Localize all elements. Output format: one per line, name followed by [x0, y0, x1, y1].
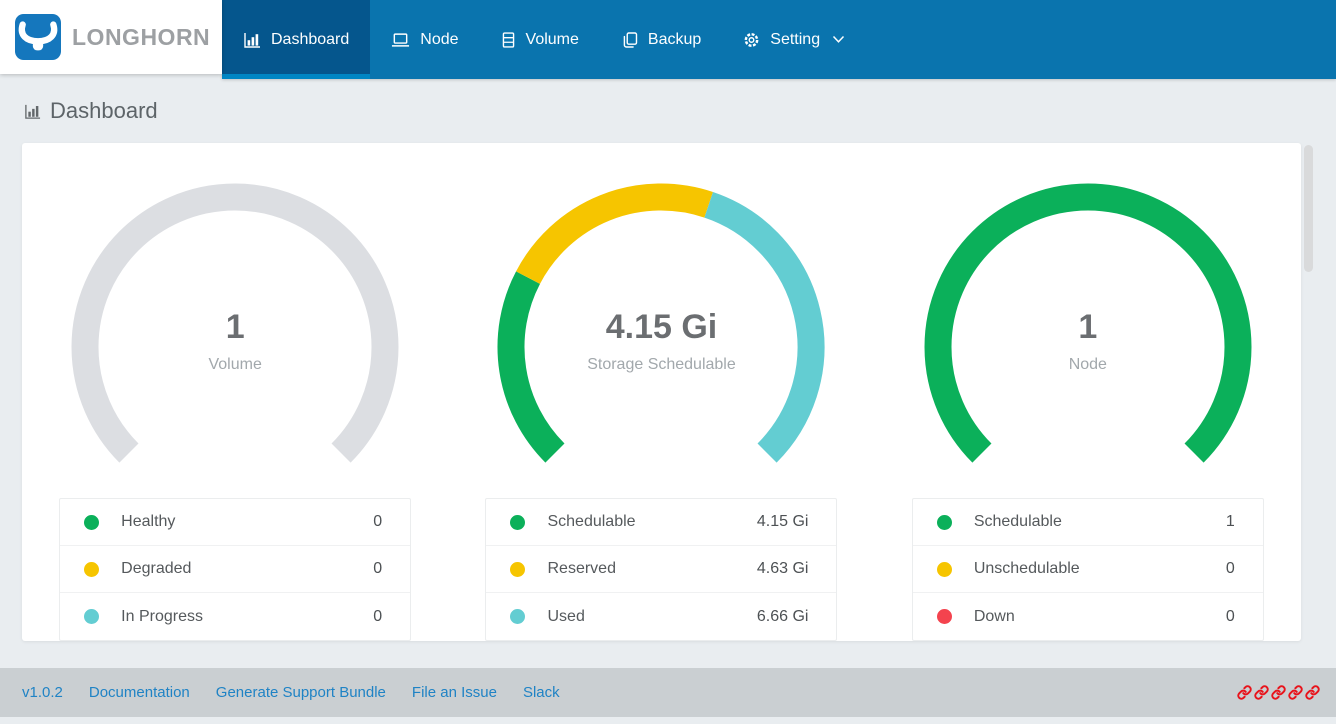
longhorn-logo-icon	[15, 14, 61, 60]
gear-icon	[743, 31, 760, 49]
node-gauge: 1 Node	[923, 182, 1253, 493]
scrollbar-thumb[interactable]	[1304, 145, 1313, 272]
link-icon[interactable]	[1237, 685, 1252, 700]
slack-link[interactable]: Slack	[523, 684, 560, 701]
legend-label: Degraded	[121, 560, 373, 578]
nav-label: Volume	[526, 31, 579, 49]
node-legend: Schedulable1Unschedulable0Down0	[912, 498, 1264, 641]
legend-label: Used	[547, 608, 756, 626]
nav-item-dashboard[interactable]: Dashboard	[222, 0, 370, 79]
chevron-down-icon	[832, 35, 845, 44]
storage-gauge: 4.15 Gi Storage Schedulable	[496, 182, 826, 493]
legend-dot	[510, 515, 525, 530]
legend-row-reserved: Reserved4.63 Gi	[486, 546, 836, 593]
brand-logo[interactable]: LONGHORN	[0, 0, 222, 74]
bar-chart-icon	[243, 31, 261, 49]
nav-label: Dashboard	[271, 31, 349, 49]
laptop-icon	[391, 31, 410, 49]
nav-item-backup[interactable]: Backup	[600, 0, 722, 79]
legend-row-in-progress: In Progress0	[60, 593, 410, 640]
volume-summary-column: 1 Volume Healthy0Degraded0In Progress0	[22, 143, 448, 641]
legend-value: 0	[1226, 608, 1235, 626]
page-title-text: Dashboard	[50, 98, 158, 124]
legend-row-degraded: Degraded0	[60, 546, 410, 593]
legend-label: Down	[974, 608, 1226, 626]
legend-row-used: Used6.66 Gi	[486, 593, 836, 640]
nav-item-node[interactable]: Node	[370, 0, 479, 79]
nav-label: Setting	[770, 31, 820, 49]
legend-label: Unschedulable	[974, 560, 1226, 578]
copy-icon	[621, 31, 638, 49]
gauge-label: Storage Schedulable	[496, 355, 826, 375]
legend-value: 0	[373, 608, 382, 626]
footer-external-icons	[1237, 685, 1320, 700]
documentation-link[interactable]: Documentation	[89, 684, 190, 701]
nav-label: Backup	[648, 31, 701, 49]
footer-bar: v1.0.2 Documentation Generate Support Bu…	[0, 668, 1336, 717]
nav-item-setting[interactable]: Setting	[722, 0, 866, 79]
gauge-segment-reserved	[529, 197, 710, 278]
gauge-label: Node	[923, 355, 1253, 375]
legend-value: 0	[373, 560, 382, 578]
volume-gauge: 1 Volume	[70, 182, 400, 493]
legend-dot	[937, 609, 952, 624]
legend-row-unschedulable: Unschedulable0	[913, 546, 1263, 593]
dashboard-card: 1 Volume Healthy0Degraded0In Progress0 4…	[22, 143, 1301, 641]
legend-value: 4.63 Gi	[757, 560, 809, 578]
legend-label: Healthy	[121, 513, 373, 531]
legend-label: Schedulable	[547, 513, 756, 531]
version-label: v1.0.2	[22, 684, 63, 701]
legend-value: 0	[373, 513, 382, 531]
file-an-issue-link[interactable]: File an Issue	[412, 684, 497, 701]
longhorn-dashboard-page: { "header": { "brand": "LONGHORN", "nav_…	[0, 0, 1336, 724]
link-icon[interactable]	[1254, 685, 1269, 700]
legend-label: Schedulable	[974, 513, 1226, 531]
legend-dot	[84, 562, 99, 577]
legend-value: 0	[1226, 560, 1235, 578]
link-icon[interactable]	[1288, 685, 1303, 700]
volume-legend: Healthy0Degraded0In Progress0	[59, 498, 411, 641]
generate-support-bundle-link[interactable]: Generate Support Bundle	[216, 684, 386, 701]
legend-value: 1	[1226, 513, 1235, 531]
legend-label: In Progress	[121, 608, 373, 626]
legend-row-down: Down0	[913, 593, 1263, 640]
storage-summary-column: 4.15 Gi Storage Schedulable Schedulable4…	[448, 143, 874, 641]
gauge-value: 4.15 Gi	[496, 308, 826, 346]
legend-dot	[510, 609, 525, 624]
main-nav: Dashboard Node Volume	[222, 0, 1336, 79]
brand-name: LONGHORN	[72, 24, 210, 51]
page-title: Dashboard	[24, 98, 158, 124]
link-icon[interactable]	[1305, 685, 1320, 700]
legend-value: 6.66 Gi	[757, 608, 809, 626]
link-icon[interactable]	[1271, 685, 1286, 700]
storage-legend: Schedulable4.15 GiReserved4.63 GiUsed6.6…	[485, 498, 837, 641]
legend-dot	[937, 515, 952, 530]
legend-dot	[84, 609, 99, 624]
legend-label: Reserved	[547, 560, 756, 578]
legend-dot	[937, 562, 952, 577]
nav-item-volume[interactable]: Volume	[480, 0, 600, 79]
legend-dot	[84, 515, 99, 530]
legend-dot	[510, 562, 525, 577]
gauge-label: Volume	[70, 355, 400, 375]
nav-label: Node	[420, 31, 458, 49]
bar-chart-icon	[24, 103, 41, 120]
gauge-value: 1	[70, 308, 400, 346]
legend-value: 4.15 Gi	[757, 513, 809, 531]
storage-icon	[501, 31, 516, 49]
top-header: Dashboard Node Volume	[0, 0, 1336, 79]
node-summary-column: 1 Node Schedulable1Unschedulable0Down0	[875, 143, 1301, 641]
gauge-value: 1	[923, 308, 1253, 346]
